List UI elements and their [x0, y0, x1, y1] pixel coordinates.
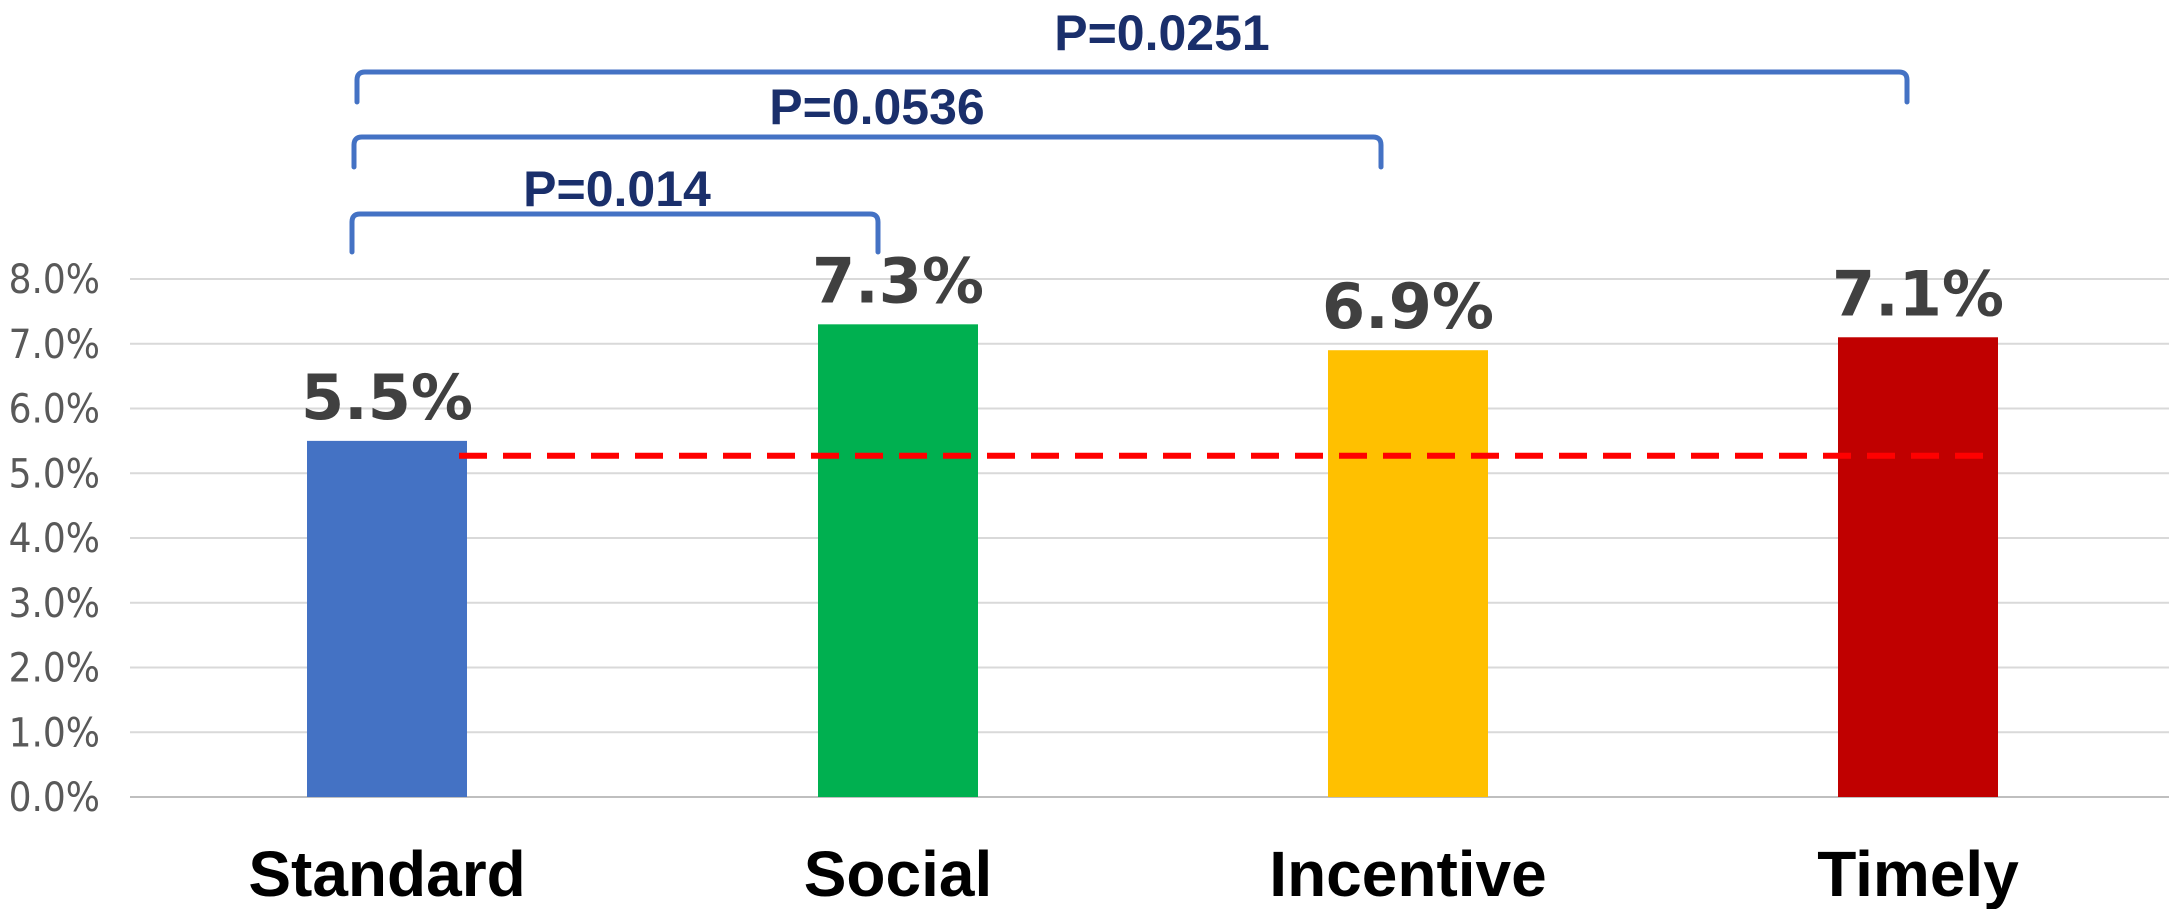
bar-timely [1838, 337, 1998, 797]
y-tick-label: 5.0% [9, 451, 100, 497]
p-value-label: P=0.014 [523, 161, 711, 217]
y-tick-label: 3.0% [9, 581, 100, 627]
data-labels: 5.5% 7.3% 6.9% 7.1% [301, 244, 2004, 434]
data-label: 6.9% [1322, 270, 1494, 343]
x-axis-category-labels: Standard Social Incentive Timely [248, 838, 2019, 909]
bar-incentive [1328, 350, 1488, 797]
p-value-label: P=0.0251 [1054, 5, 1269, 61]
gridlines [130, 278, 2169, 798]
bar-standard [307, 440, 467, 797]
data-label: 7.1% [1832, 257, 2004, 330]
category-label-timely: Timely [1817, 838, 2019, 909]
significance-bracket [349, 211, 881, 255]
significance-bracket [354, 69, 1910, 105]
bars [307, 324, 1998, 797]
y-tick-label: 2.0% [9, 646, 100, 692]
y-axis-tick-labels: 0.0% 1.0% 2.0% 3.0% 4.0% 5.0% 6.0% 7.0% 8.0% [9, 257, 100, 821]
significance-bracket [351, 134, 1384, 170]
significance-brackets: P=0.014 P=0.0536 P=0.0251 [349, 5, 1910, 255]
data-label: 5.5% [301, 361, 473, 434]
bar-social [818, 324, 978, 797]
data-label: 7.3% [812, 244, 984, 317]
category-label-social: Social [804, 838, 993, 909]
p-value-label: P=0.0536 [769, 79, 984, 135]
y-tick-label: 1.0% [9, 710, 100, 756]
y-tick-label: 0.0% [9, 775, 100, 821]
y-tick-label: 7.0% [9, 322, 100, 368]
category-label-incentive: Incentive [1269, 838, 1546, 909]
y-tick-label: 6.0% [9, 387, 100, 433]
y-tick-label: 8.0% [9, 257, 100, 303]
category-label-standard: Standard [248, 838, 525, 909]
y-tick-label: 4.0% [9, 516, 100, 562]
